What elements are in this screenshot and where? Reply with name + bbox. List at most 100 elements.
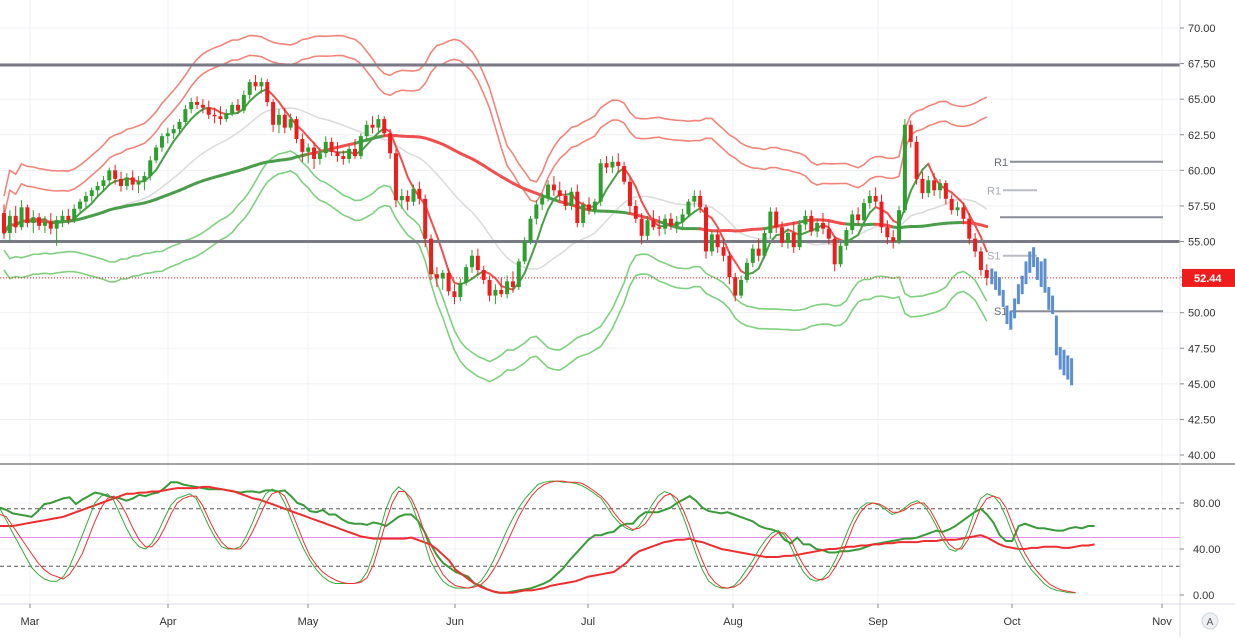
candle-body [868,196,872,203]
candle-body [903,125,907,210]
candle-body [745,263,749,280]
moving-average-short-segment [92,197,98,204]
candle-body [663,219,667,229]
moving-average-short-segment [80,208,86,213]
candle-body [856,214,860,220]
candle-body [891,237,895,241]
candle-body [25,207,29,223]
candle-body [605,163,609,167]
moving-average-short-segment [443,253,449,272]
candle-body [739,280,743,296]
moving-average-short-segment [536,225,542,243]
price-axis-tick-label: 45.00 [1188,379,1216,391]
candle-body [733,277,737,296]
candle-body [458,283,462,297]
time-axis-tick-label: Sep [868,616,888,628]
candle-body [482,270,486,280]
lower-band-outer [4,171,987,382]
candle-body [616,162,620,166]
candle-body [880,202,884,228]
time-axis-tick-label: Oct [1003,616,1020,628]
price-axis-tick-label: 62.50 [1188,130,1216,142]
moving-average-short-segment [168,141,174,150]
projection-bar [1055,316,1058,356]
price-axis-tick-label: 47.50 [1188,343,1216,355]
candle-body [14,216,18,227]
price-axis-tick-label: 55.00 [1188,237,1216,249]
projection-bar [1040,261,1043,287]
candle-body [324,142,328,153]
candle-body [862,203,866,220]
moving-average-short-segment [642,202,648,213]
time-axis-tick-label: Aug [723,616,743,628]
candle-body [84,196,88,202]
candle-body [558,190,562,196]
candle-body [985,270,989,278]
candle-body [347,149,351,159]
candle-body [300,139,304,152]
oscillator-axis-tick-label: 40.00 [1193,544,1221,556]
projection-bar [998,277,1001,296]
candle-body [101,180,105,186]
projection-bar [1013,298,1016,318]
candle-body [277,115,281,125]
candle-body [55,220,59,229]
candle-body [774,212,778,228]
projection-bar [1025,261,1028,284]
candle-body [757,249,761,256]
candle-body [37,217,41,226]
candle-body [956,207,960,210]
price-axis-tick-label: 50.00 [1188,308,1216,320]
candle-body [786,233,790,243]
candle-body [330,142,334,152]
moving-average-short-segment [636,187,642,202]
time-axis-tick-label: Nov [1152,616,1172,628]
oscillator-pane [0,481,1180,593]
candle-body [675,222,679,226]
candle-body [154,148,158,161]
candle-body [78,202,82,209]
candle-body [874,196,878,202]
projection-bar [1070,358,1073,385]
auto-scale-button[interactable]: A [1202,613,1218,629]
candle-body [651,220,655,227]
moving-average-short-segment [542,209,548,224]
candle-body [833,239,837,265]
projection-bar [1009,311,1012,330]
candle-body [113,170,117,179]
candle-body [499,290,503,294]
candle-body [657,227,661,228]
projection-bar [1044,259,1047,293]
candle-body [365,125,369,136]
middle-band [4,108,987,269]
candle-body [218,116,222,119]
candle-body [201,105,205,108]
price-axis-tick-label: 42.50 [1188,414,1216,426]
candle-body [686,202,690,215]
candle-body [254,82,258,86]
projection-bar [1063,350,1066,376]
time-axis-tick-label: Mar [21,616,40,628]
candle-body [575,192,579,223]
projection-bar [1021,276,1024,295]
candle-body [798,224,802,247]
candle-body [195,102,199,105]
moving-average-short-segment [215,109,221,112]
candle-body [803,216,807,225]
candle-body [423,199,427,239]
last-price-tag: 52.44 [1182,269,1235,287]
candle-body [569,192,573,206]
candle-body [452,291,456,297]
candle-body [172,129,176,133]
candle-body [382,119,386,133]
last-price-tag-text: 52.44 [1194,273,1222,285]
candle-body [119,179,123,186]
candle-body [932,180,936,190]
candle-body [318,153,322,159]
moving-average-short-segment [191,113,197,119]
oscillator-line [0,481,1076,593]
candle-body [107,170,111,180]
moving-average-short-segment [735,262,741,271]
price-axis-tick-label: 40.00 [1188,450,1216,462]
